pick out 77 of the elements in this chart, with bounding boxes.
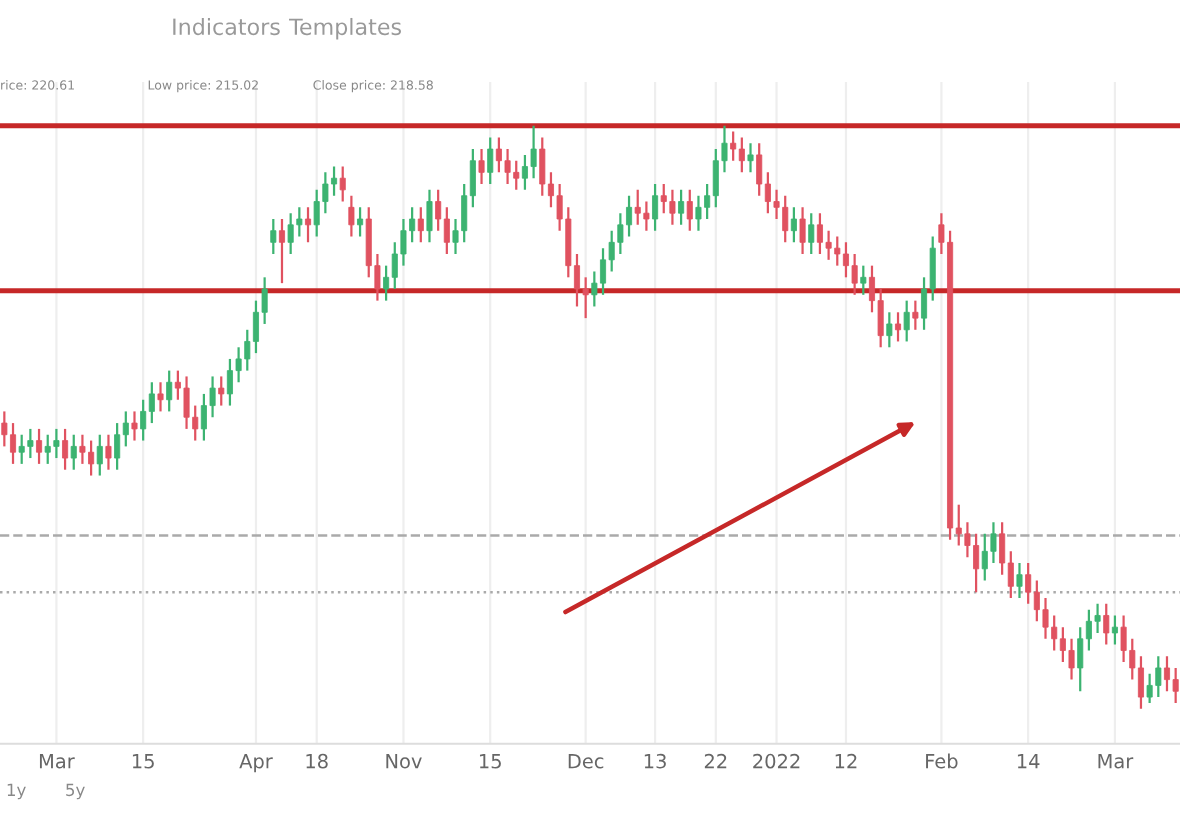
- x-tick-label: 2022: [753, 753, 800, 769]
- candlestick: [799, 206, 806, 256]
- candlestick: [339, 165, 346, 203]
- candlestick: [443, 206, 450, 256]
- candlestick: [738, 136, 745, 174]
- candlestick: [478, 147, 485, 186]
- x-tick-label: 12: [835, 753, 857, 769]
- candlestick: [348, 194, 355, 238]
- candlestick: [131, 410, 138, 442]
- candlestick: [270, 217, 277, 256]
- candlestick: [808, 212, 815, 256]
- candlestick: [756, 142, 763, 197]
- x-tick-label: Mar: [39, 754, 75, 769]
- x-tick-label: Dec: [568, 754, 604, 769]
- candlestick: [652, 182, 659, 232]
- candlestick: [166, 369, 173, 413]
- x-tick-label: Mar: [1098, 754, 1134, 769]
- candlestick: [747, 142, 754, 174]
- candlestick: [114, 421, 121, 471]
- candlestick: [148, 381, 155, 425]
- text: 5y: [66, 783, 85, 800]
- candlestick: [417, 206, 424, 244]
- candlestick: [1068, 637, 1075, 681]
- x-tick-label: 14: [1017, 754, 1040, 769]
- candlestick: [1, 410, 8, 448]
- candlestick: [730, 130, 737, 162]
- candlestick: [903, 299, 910, 343]
- candlestick: [695, 194, 702, 232]
- candlestick: [886, 311, 893, 349]
- candlestick: [79, 433, 86, 465]
- candlestick: [426, 188, 433, 244]
- x-tick-label: 18: [306, 753, 328, 769]
- candlestick: [539, 136, 546, 197]
- x-tick-label: 22: [704, 753, 727, 769]
- candlestick: [1025, 561, 1032, 605]
- candlestick: [530, 124, 537, 180]
- candlestick: [912, 299, 919, 331]
- x-tick-label: 15: [132, 754, 154, 769]
- candlestick: [1103, 602, 1110, 646]
- candlestick: [357, 206, 364, 238]
- candlestick: [1042, 596, 1049, 640]
- candlestick: [157, 381, 164, 413]
- candlestick: [1163, 655, 1171, 693]
- x-tick-label: Apr: [239, 754, 273, 773]
- candlestick: [1172, 666, 1179, 705]
- candlestick: [140, 398, 147, 442]
- candlestick: [487, 136, 494, 186]
- x-tick-label: Feb: [926, 753, 958, 769]
- candlestick: [70, 433, 77, 471]
- text: 1y: [7, 783, 26, 800]
- candlestick: [860, 264, 867, 296]
- candlestick: [1137, 655, 1144, 710]
- candlestick: [278, 217, 286, 285]
- candlestick: [894, 311, 902, 343]
- candlestick: [1016, 561, 1023, 600]
- candlestick: [183, 375, 190, 431]
- candlestick: [686, 188, 693, 232]
- candlestick: [599, 247, 607, 296]
- candlestick: [678, 188, 685, 226]
- candlestick: [1077, 626, 1084, 693]
- candlestick: [304, 206, 312, 244]
- candlestick: [96, 433, 103, 477]
- candlestick: [62, 427, 69, 471]
- x-tick-label: 13: [644, 753, 666, 769]
- candlestick: [990, 521, 997, 565]
- x-tick-label: 15: [479, 754, 501, 769]
- candlestick: [9, 421, 17, 465]
- candlestick: [218, 375, 225, 407]
- candlestick: [790, 206, 797, 244]
- candlestick: [851, 252, 858, 296]
- candlestick: [36, 427, 43, 465]
- text: Indicators: [173, 17, 280, 36]
- candlestick: [1094, 602, 1101, 635]
- text: Templates: [289, 17, 401, 40]
- candlestick: [1111, 614, 1118, 646]
- candlestick: [105, 433, 112, 471]
- x-tick-label: Nov: [386, 754, 422, 769]
